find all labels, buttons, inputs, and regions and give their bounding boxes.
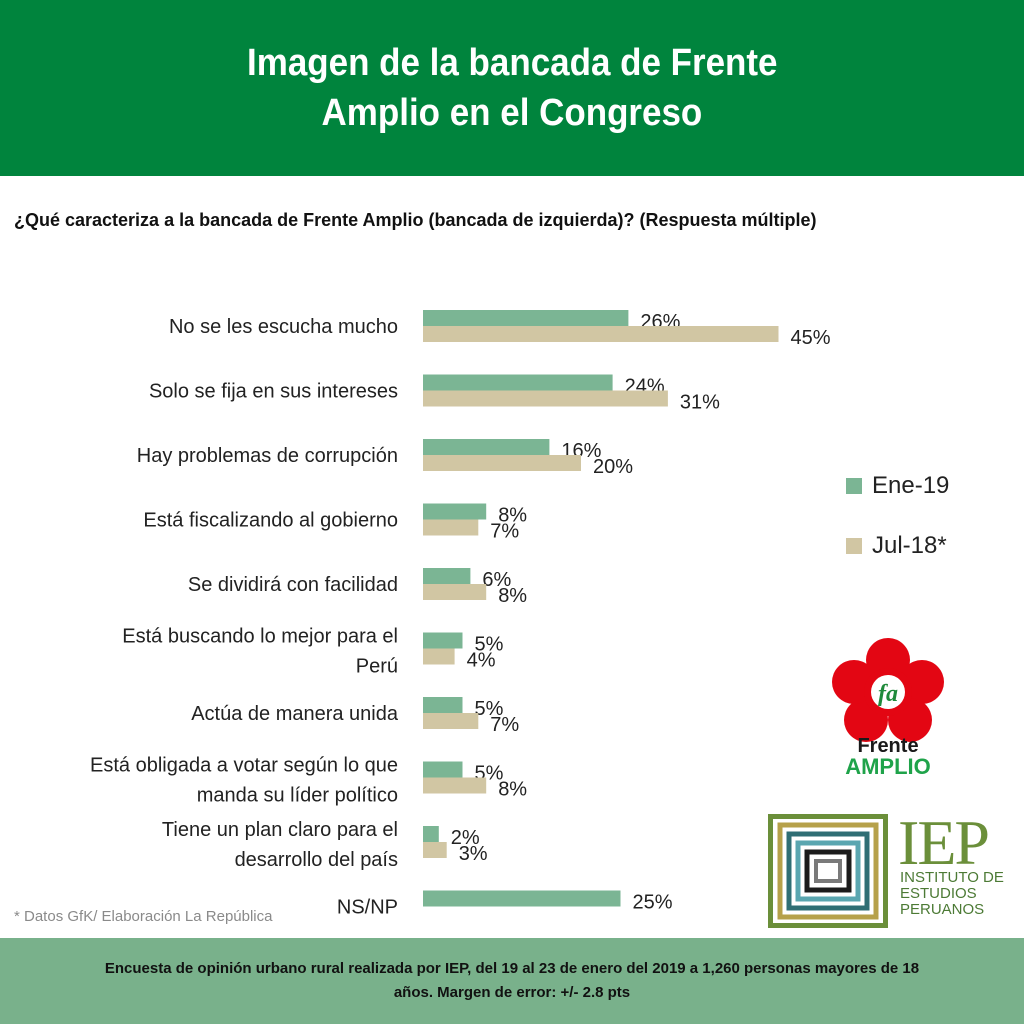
legend-label-ene19: Ene-19 [872,472,950,499]
bar-ene19 [423,890,621,907]
iep-logo-initials: IEP [898,807,990,878]
category-label: Hay problemas de corrupción [137,445,398,467]
bar-jul18 [423,584,487,600]
bar-chart: No se les escucha mucho 26%45%Solo se fij… [90,310,831,919]
legend: Ene-19 Jul-18* [846,470,949,590]
bar-ene19 [423,568,471,584]
value-label-ene19: 25% [633,892,673,914]
legend-item-jul18: Jul-18* [846,530,949,562]
iep-logo-mark [767,813,889,929]
iep-logo: IEP INSTITUTO DE ESTUDIOS PERUANOS [767,807,1018,929]
category-label: No se les escucha mucho [169,316,398,338]
bar-jul18 [423,713,479,729]
fa-logo-word-2: AMPLIO [845,754,931,778]
bar-jul18 [423,842,447,858]
bar-ene19 [423,826,439,842]
bar-ene19 [423,374,613,391]
legend-swatch-jul18 [846,538,862,554]
value-label-jul18: 3% [459,843,488,865]
bar-jul18 [423,390,668,407]
legend-swatch-ene19 [846,478,862,494]
iep-logo-name: INSTITUTO DE ESTUDIOS PERUANOS [900,869,1004,918]
footer-line-2: años. Margen de error: +/- 2.8 pts [393,984,631,1001]
bar-ene19 [423,632,463,649]
bar-ene19 [423,439,550,455]
value-label-jul18: 7% [490,714,519,736]
category-label: Solo se fija en sus intereses [149,381,398,403]
category-label: Se dividirá con facilidad [188,574,398,596]
bar-ene19 [423,697,463,713]
value-label-jul18: 7% [490,521,519,543]
value-label-jul18: 4% [467,650,496,672]
fa-logo-word-1: Frente [857,735,918,757]
source-note: * Datos GfK/ Elaboración La República [14,908,273,925]
category-label: Actúa de manera unida [191,703,399,725]
category-label: Tiene un plan claro para el desarrollo de… [162,819,398,871]
bar-jul18 [423,326,779,342]
title-line-1: Imagen de la bancada de Frente [246,42,778,84]
frente-amplio-logo: fa Frente AMPLIO [832,638,944,778]
value-label-jul18: 31% [680,392,720,414]
bar-jul18 [423,455,581,471]
bar-jul18 [423,777,487,794]
value-label-ene19: 8% [498,505,527,527]
footer-line-1: Encuesta de opinión urbano rural realiza… [104,960,920,977]
legend-label-jul18: Jul-18* [872,532,947,559]
bar-jul18 [423,648,455,665]
category-label: Está buscando lo mejor para el Perú [122,626,398,678]
value-label-jul18: 45% [791,327,831,349]
legend-item-ene19: Ene-19 [846,470,949,502]
value-label-ene19: 2% [451,827,480,849]
bar-ene19 [423,761,463,778]
bar-jul18 [423,519,479,536]
category-label: Está fiscalizando al gobierno [143,510,398,532]
fa-logo-mark: fa [878,681,898,707]
bar-ene19 [423,503,487,520]
footer-banner: Encuesta de opinión urbano rural realiza… [0,938,1024,1024]
value-label-jul18: 8% [498,585,527,607]
value-label-ene19: 5% [475,698,504,720]
category-label: Está obligada a votar según lo que manda … [90,755,398,807]
bar-ene19 [423,310,629,326]
header-banner: Imagen de la bancada de Frente Amplio en… [0,0,1024,176]
value-label-ene19: 5% [475,634,504,656]
value-label-jul18: 8% [498,779,527,801]
question-text: ¿Qué caracteriza a la bancada de Frente … [14,210,817,230]
category-label: NS/NP [337,897,398,919]
value-label-ene19: 6% [482,569,511,591]
value-label-jul18: 20% [593,456,633,478]
title-line-2: Amplio en el Congreso [321,92,703,134]
